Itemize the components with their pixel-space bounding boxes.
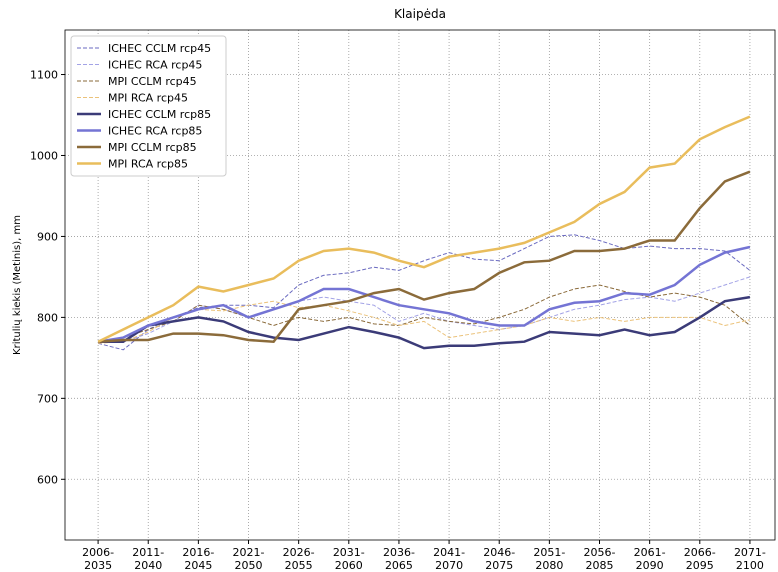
y-tick-label: 800	[37, 311, 58, 324]
legend-box	[70, 35, 227, 177]
x-tick-label: 2041-2070	[433, 546, 466, 572]
x-tick-label: 2026-2055	[282, 546, 315, 572]
x-tick-label: 2046-2075	[483, 546, 516, 572]
x-tick-label: 2021-2050	[232, 546, 265, 572]
series-line	[98, 295, 751, 350]
x-tick-label: 2036-2065	[382, 546, 415, 572]
series-line	[98, 170, 751, 343]
y-tick-label: 600	[37, 473, 58, 486]
series-line	[97, 115, 751, 343]
legend-label: MPI CCLM rcp85	[108, 141, 197, 154]
legend-label: ICHEC RCA rcp45	[108, 59, 202, 72]
series-line	[97, 245, 751, 343]
y-tick-label: 900	[37, 230, 58, 243]
legend-label: MPI CCLM rcp45	[108, 75, 197, 88]
y-tick-label: 1000	[30, 149, 58, 162]
x-tick-label: 2061-2090	[633, 546, 666, 572]
x-tick-label: 2016-2045	[182, 546, 215, 572]
x-tick-label: 2011-2040	[132, 546, 165, 572]
legend-label: ICHEC CCLM rcp85	[108, 108, 211, 121]
y-axis-label: Kritulių kiekis (Metinis), mm	[12, 215, 23, 355]
legend-label: ICHEC RCA rcp85	[108, 125, 202, 138]
x-tick-label: 2051-2080	[533, 546, 566, 572]
x-tick-label: 2071-2100	[733, 546, 766, 572]
series-line	[98, 300, 751, 344]
x-tick-label: 2066-2095	[683, 546, 716, 572]
chart-title: Klaipėda	[394, 7, 446, 21]
plot-frame	[64, 29, 776, 541]
x-tick-label: 2031-2060	[332, 546, 365, 572]
y-tick-label: 700	[37, 392, 58, 405]
x-tick-label: 2056-2085	[583, 546, 616, 572]
legend-label: ICHEC CCLM rcp45	[108, 42, 211, 55]
legend-label: MPI RCA rcp85	[108, 158, 188, 171]
legend-label: MPI RCA rcp45	[108, 92, 188, 105]
y-tick-label: 1100	[30, 69, 58, 82]
x-tick-label: 2006-2035	[82, 546, 115, 572]
